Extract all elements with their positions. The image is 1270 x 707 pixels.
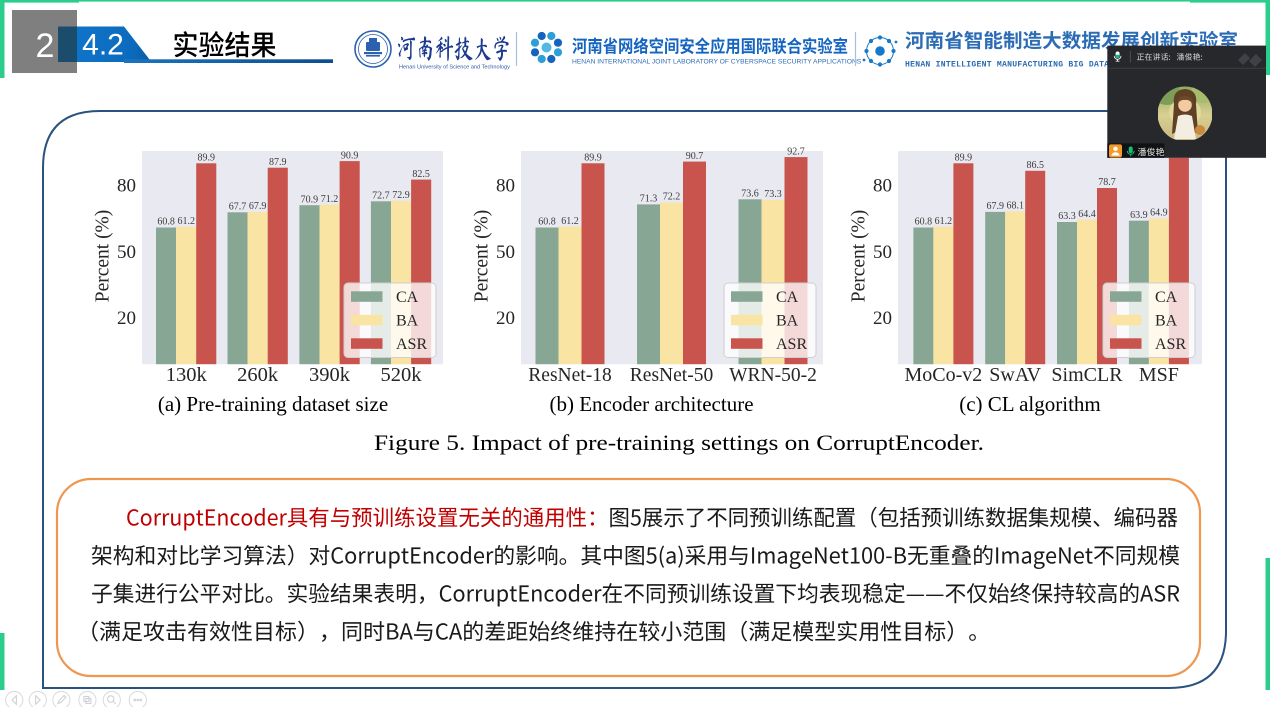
svg-text:89.9: 89.9 <box>198 153 216 164</box>
svg-text:90.9: 90.9 <box>341 150 359 161</box>
svg-text:ResNet-18: ResNet-18 <box>528 365 611 386</box>
svg-text:68.1: 68.1 <box>1006 201 1024 212</box>
svg-text:61.2: 61.2 <box>177 216 195 227</box>
svg-text:CA: CA <box>776 289 799 306</box>
svg-text:ASR: ASR <box>776 336 807 353</box>
svg-text:20: 20 <box>496 308 515 329</box>
svg-text:(b) Encoder architecture: (b) Encoder architecture <box>549 392 753 416</box>
svg-text:71.2: 71.2 <box>321 194 339 205</box>
svg-text:89.9: 89.9 <box>955 153 973 164</box>
svg-text:61.2: 61.2 <box>561 216 579 227</box>
svg-text:MSF: MSF <box>1139 364 1179 386</box>
svg-text:73.3: 73.3 <box>764 189 782 200</box>
svg-text:260k: 260k <box>237 364 279 386</box>
svg-text:BA: BA <box>1155 313 1178 330</box>
svg-text:87.9: 87.9 <box>269 157 287 168</box>
svg-text:(a) Pre-training dataset size: (a) Pre-training dataset size <box>158 392 388 416</box>
svg-text:80: 80 <box>496 176 515 197</box>
svg-text:64.9: 64.9 <box>1150 208 1168 219</box>
svg-text:64.4: 64.4 <box>1078 209 1096 220</box>
svg-text:MoCo-v2: MoCo-v2 <box>905 364 983 386</box>
svg-text:BA: BA <box>776 313 799 330</box>
svg-text:70.9: 70.9 <box>301 194 319 205</box>
svg-text:60.8: 60.8 <box>157 217 175 228</box>
svg-text:67.9: 67.9 <box>986 201 1004 212</box>
svg-text:80: 80 <box>117 176 136 197</box>
svg-text:67.7: 67.7 <box>229 202 247 213</box>
svg-text:67.9: 67.9 <box>249 201 267 212</box>
svg-text:50: 50 <box>117 242 136 263</box>
svg-text:520k: 520k <box>381 364 423 386</box>
svg-text:50: 50 <box>496 242 515 263</box>
svg-text:SwAV: SwAV <box>989 364 1041 386</box>
svg-text:80: 80 <box>873 176 892 197</box>
svg-text:ASR: ASR <box>1155 336 1186 353</box>
svg-text:72.7: 72.7 <box>372 191 390 202</box>
svg-text:50: 50 <box>873 242 892 263</box>
svg-text:61.2: 61.2 <box>935 216 953 227</box>
svg-text:82.5: 82.5 <box>412 169 430 180</box>
svg-text:4.2: 4.2 <box>82 29 124 62</box>
svg-text:90.7: 90.7 <box>686 151 704 162</box>
svg-text:60.8: 60.8 <box>915 217 933 228</box>
svg-text:CA: CA <box>1155 289 1178 306</box>
svg-text:Percent (%): Percent (%) <box>472 210 493 303</box>
svg-text:73.6: 73.6 <box>741 189 759 200</box>
svg-text:89.9: 89.9 <box>584 153 602 164</box>
svg-text:(c) CL algorithm: (c) CL algorithm <box>959 392 1101 416</box>
svg-text:63.3: 63.3 <box>1058 211 1076 222</box>
svg-text:86.5: 86.5 <box>1026 160 1044 171</box>
svg-text:130k: 130k <box>166 364 208 386</box>
svg-text:WRN-50-2: WRN-50-2 <box>729 365 817 386</box>
svg-text:HENAN INTELLIGENT MANUFACTURIN: HENAN INTELLIGENT MANUFACTURING BIG DATA… <box>905 61 1247 70</box>
svg-text:78.7: 78.7 <box>1098 177 1116 188</box>
svg-text:63.9: 63.9 <box>1130 210 1148 221</box>
svg-text:20: 20 <box>873 308 892 329</box>
svg-text:Henan University of Science an: Henan University of Science and Technolo… <box>399 65 510 71</box>
svg-text:ResNet-50: ResNet-50 <box>630 365 713 386</box>
svg-text:SimCLR: SimCLR <box>1051 364 1123 386</box>
svg-text:20: 20 <box>117 308 136 329</box>
svg-text:CA: CA <box>396 289 419 306</box>
svg-text:BA: BA <box>396 313 419 330</box>
svg-text:Percent (%): Percent (%) <box>93 210 114 303</box>
svg-text:ASR: ASR <box>396 336 427 353</box>
svg-text:2: 2 <box>36 27 55 65</box>
svg-text:72.2: 72.2 <box>663 192 681 203</box>
svg-text:390k: 390k <box>309 364 351 386</box>
svg-text:71.3: 71.3 <box>640 194 658 205</box>
svg-text:HENAN INTERNATIONAL JOINT LABO: HENAN INTERNATIONAL JOINT LABORATORY OF … <box>572 59 862 66</box>
svg-text:72.9: 72.9 <box>392 190 410 201</box>
svg-text:92.7: 92.7 <box>787 146 805 157</box>
svg-text:Percent (%): Percent (%) <box>849 210 870 303</box>
svg-text:Figure 5. Impact of pre-traini: Figure 5. Impact of pre-training setting… <box>374 430 984 455</box>
svg-text:60.8: 60.8 <box>538 217 556 228</box>
